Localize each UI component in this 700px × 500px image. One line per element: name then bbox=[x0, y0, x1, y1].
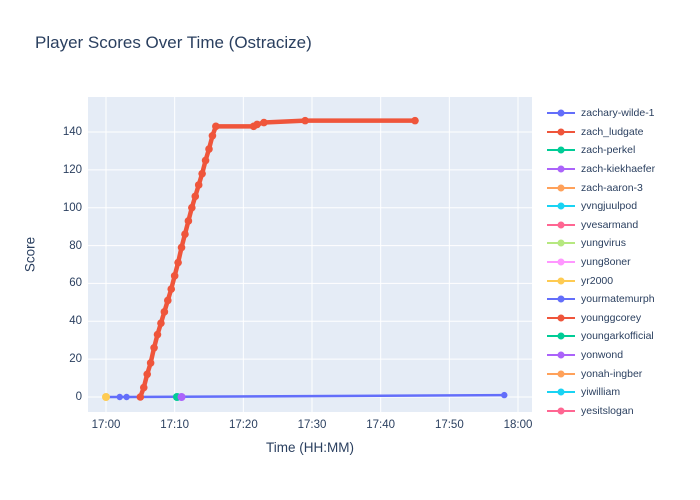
legend-label: zach-kiekhaefer bbox=[581, 163, 656, 176]
plot-svg[interactable] bbox=[88, 97, 532, 412]
legend-label: zach_ludgate bbox=[581, 125, 644, 138]
legend-swatch-icon bbox=[547, 184, 575, 192]
legend-label: yvesarmand bbox=[581, 218, 639, 231]
legend-swatch-icon bbox=[547, 277, 575, 285]
legend-swatch-icon bbox=[547, 146, 575, 154]
legend-swatch-icon bbox=[547, 221, 575, 229]
legend-swatch-icon bbox=[547, 128, 575, 136]
legend-swatch-icon bbox=[547, 407, 575, 415]
legend-item-yr2000[interactable]: yr2000 bbox=[546, 271, 655, 290]
plot-area[interactable] bbox=[88, 97, 532, 412]
legend-item-zach-perkel[interactable]: zach-perkel bbox=[546, 141, 655, 160]
x-axis-title: Time (HH:MM) bbox=[266, 440, 354, 455]
legend-swatch-icon bbox=[547, 295, 575, 303]
x-tick-label: 17:00 bbox=[91, 419, 121, 431]
legend-label: yung8oner bbox=[581, 256, 631, 269]
legend-item-younggcorey[interactable]: younggcorey bbox=[546, 309, 655, 328]
x-tick-label: 17:20 bbox=[228, 419, 258, 431]
legend-item-zach-kiekhaefer[interactable]: zach-kiekhaefer bbox=[546, 160, 655, 179]
y-tick-label: 40 bbox=[69, 315, 82, 328]
y-tick-label: 140 bbox=[62, 125, 82, 138]
legend-item-yungvirus[interactable]: yungvirus bbox=[546, 234, 655, 253]
legend-label: yonwond bbox=[581, 349, 624, 362]
legend-label: yr2000 bbox=[581, 274, 614, 287]
legend-swatch-icon bbox=[547, 351, 575, 359]
legend-label: yesitslogan bbox=[581, 404, 634, 417]
legend-swatch-icon bbox=[547, 165, 575, 173]
legend-label: yiwilliam bbox=[581, 386, 621, 399]
legend-swatch-icon bbox=[547, 202, 575, 210]
legend-swatch-icon bbox=[547, 332, 575, 340]
legend-item-yourmatemurph[interactable]: yourmatemurph bbox=[546, 290, 655, 309]
y-tick-label: 80 bbox=[69, 239, 82, 252]
legend-label: younggcorey bbox=[581, 311, 642, 324]
legend-label: yungvirus bbox=[581, 237, 626, 250]
legend-label: zach-aaron-3 bbox=[581, 181, 643, 194]
x-tick-label: 17:10 bbox=[160, 419, 190, 431]
series-zach-kiekhaefer[interactable] bbox=[177, 393, 186, 401]
x-tick-label: 17:30 bbox=[297, 419, 327, 431]
y-tick-label: 0 bbox=[75, 391, 82, 403]
y-tick-label: 20 bbox=[69, 353, 82, 366]
legend-swatch-icon bbox=[547, 109, 575, 117]
legend-label: youngarkofficial bbox=[581, 330, 654, 343]
legend-label: zach-perkel bbox=[581, 144, 636, 157]
legend-label: zachary-wilde-1 bbox=[581, 107, 655, 120]
legend-swatch-icon bbox=[547, 370, 575, 378]
legend-item-zach_ludgate[interactable]: zach_ludgate bbox=[546, 123, 655, 142]
legend-label: yourmatemurph bbox=[581, 293, 655, 306]
legend-swatch-icon bbox=[547, 239, 575, 247]
y-tick-label: 100 bbox=[62, 201, 82, 214]
legend-item-yonah-ingber[interactable]: yonah-ingber bbox=[546, 364, 655, 383]
legend-label: yvngjuulpod bbox=[581, 200, 638, 213]
chart-title: Player Scores Over Time (Ostracize) bbox=[35, 33, 312, 52]
legend-swatch-icon bbox=[547, 388, 575, 396]
legend-item-yesitslogan[interactable]: yesitslogan bbox=[546, 402, 655, 421]
legend-label: yonah-ingber bbox=[581, 367, 643, 380]
x-tick-label: 17:40 bbox=[366, 419, 396, 431]
y-tick-label: 120 bbox=[62, 163, 82, 176]
legend-swatch-icon bbox=[547, 314, 575, 322]
legend-item-yvesarmand[interactable]: yvesarmand bbox=[546, 216, 655, 235]
x-tick-label: 17:50 bbox=[434, 419, 464, 431]
legend-item-youngarkofficial[interactable]: youngarkofficial bbox=[546, 327, 655, 346]
legend-item-yiwilliam[interactable]: yiwilliam bbox=[546, 383, 655, 402]
gridlines bbox=[88, 97, 532, 412]
legend-item-zach-aaron-3[interactable]: zach-aaron-3 bbox=[546, 178, 655, 197]
x-tick-label: 18:00 bbox=[503, 419, 533, 431]
legend-item-yung8oner[interactable]: yung8oner bbox=[546, 253, 655, 272]
legend-item-zachary-wilde-1[interactable]: zachary-wilde-1 bbox=[546, 104, 655, 123]
legend-item-yvngjuulpod[interactable]: yvngjuulpod bbox=[546, 197, 655, 216]
legend: zachary-wilde-1 zach_ludgate zach-perkel za… bbox=[546, 104, 655, 420]
y-tick-label: 60 bbox=[69, 277, 82, 290]
series-zach_ludgate[interactable] bbox=[136, 116, 419, 401]
legend-item-yonwond[interactable]: yonwond bbox=[546, 346, 655, 365]
legend-swatch-icon bbox=[547, 258, 575, 266]
series-zachary-wilde-1[interactable] bbox=[102, 391, 508, 401]
series-yr2000[interactable] bbox=[102, 393, 110, 401]
